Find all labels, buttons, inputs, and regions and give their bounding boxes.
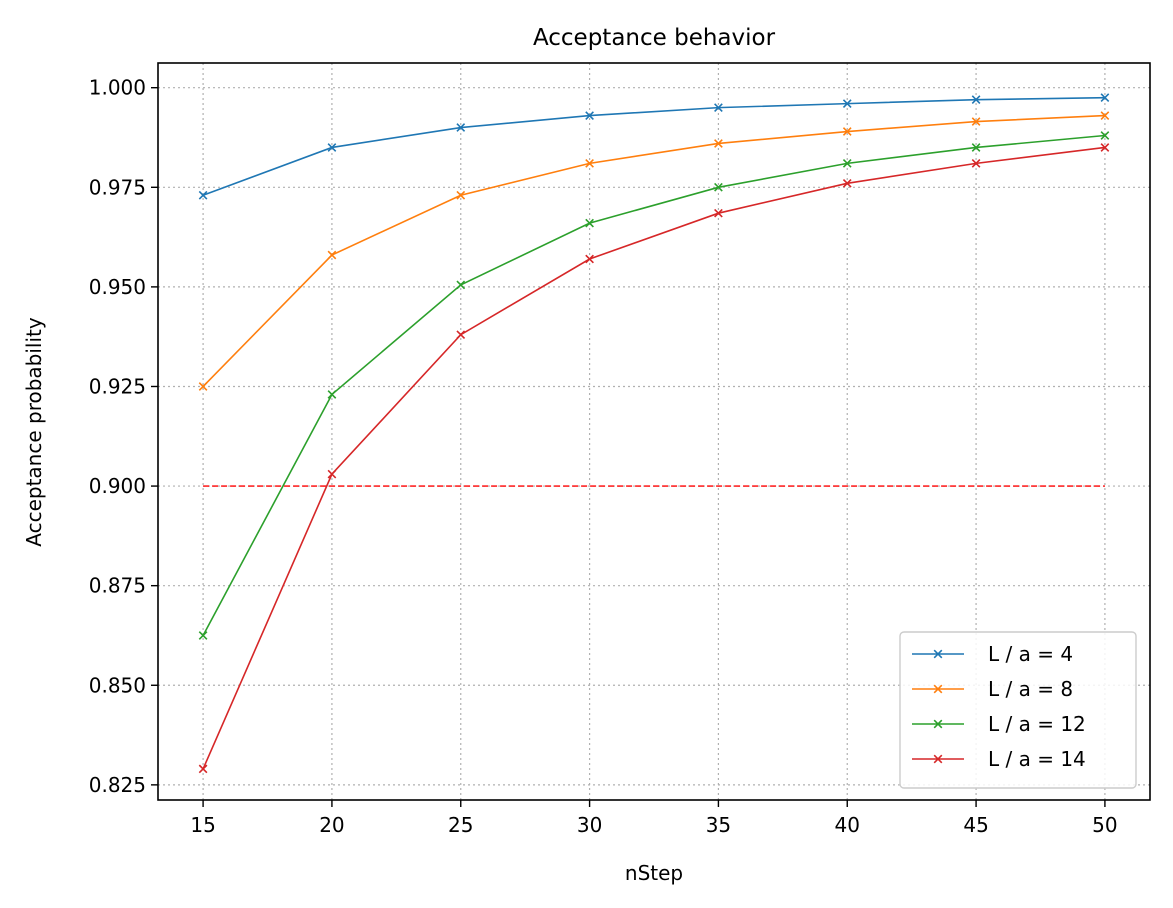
data-point [842, 99, 852, 109]
data-point [585, 111, 594, 120]
x-axis: 15 20 25 30 35 40 45 50 [190, 800, 1118, 837]
legend-box [899, 631, 1137, 789]
x-tick-label: 45 [963, 813, 988, 837]
data-point [585, 254, 594, 264]
data-point [1100, 111, 1110, 120]
series-line [202, 96, 1105, 197]
x-tick-label: 15 [190, 813, 215, 837]
data-point [714, 103, 723, 112]
data-point [971, 159, 981, 168]
y-tick-label: 0.850 [89, 673, 146, 697]
y-tick-label: 1.000 [89, 76, 146, 100]
x-tick-label: 20 [319, 813, 344, 837]
legend-item: L / a = 14 [912, 747, 1086, 771]
y-tick-label: 0.875 [89, 574, 146, 598]
legend-swatch-marker [933, 649, 943, 659]
y-tick-label: 0.950 [89, 275, 146, 299]
series-line [202, 114, 1105, 388]
series-2 [198, 111, 1110, 391]
data-point [456, 123, 466, 132]
data-point [327, 250, 337, 260]
data-point [198, 190, 208, 200]
y-axis: 0.825 0.850 0.875 0.900 0.925 0.950 0.975 1.000 [89, 76, 158, 797]
x-tick-label: 25 [448, 813, 473, 837]
data-point [842, 178, 852, 188]
plot-frame [157, 62, 1151, 801]
data-point [456, 330, 466, 340]
legend-item: L / a = 8 [912, 677, 1073, 701]
legend-item: L / a = 12 [912, 712, 1086, 736]
chart-title: Acceptance behavior [533, 25, 776, 51]
data-point [842, 127, 852, 136]
series-line [202, 146, 1106, 770]
x-tick-label: 40 [835, 813, 860, 837]
y-tick-label: 0.975 [89, 175, 146, 199]
y-tick-label: 0.925 [89, 374, 146, 398]
data-point [1100, 131, 1110, 140]
data-point [971, 143, 981, 152]
series-3 [198, 131, 1110, 640]
series-line [202, 134, 1105, 636]
data-point [198, 382, 208, 391]
y-tick-label: 0.825 [89, 773, 146, 797]
x-tick-label: 50 [1092, 813, 1117, 837]
legend-label: L / a = 14 [988, 747, 1086, 771]
series-layer [198, 93, 1110, 774]
data-point [327, 143, 337, 152]
data-point [585, 218, 594, 228]
legend-label: L / a = 12 [988, 712, 1086, 736]
legend: L / a = 4 L / a = 8 L / a = 12 L / a = 14 [899, 631, 1137, 789]
data-point [971, 117, 981, 126]
legend-label: L / a = 8 [988, 677, 1073, 701]
data-point [327, 390, 337, 399]
series-1 [198, 93, 1110, 200]
data-point [714, 182, 723, 192]
x-tick-label: 35 [706, 813, 731, 837]
data-point [842, 159, 852, 168]
legend-item: L / a = 4 [912, 642, 1073, 666]
data-point [327, 469, 337, 479]
y-tick-label: 0.900 [89, 474, 146, 498]
data-point [198, 764, 208, 774]
data-point [198, 631, 208, 640]
x-axis-label: nStep [625, 861, 683, 885]
data-point [585, 159, 594, 168]
data-point [456, 190, 466, 200]
legend-swatch-marker [933, 754, 943, 764]
data-point [971, 95, 981, 105]
data-point [1100, 143, 1110, 152]
x-tick-label: 30 [577, 813, 602, 837]
data-point [1100, 93, 1110, 103]
data-point [456, 280, 466, 290]
y-axis-label: Acceptance probability [22, 317, 46, 547]
data-point [714, 208, 723, 218]
legend-label: L / a = 4 [988, 642, 1073, 666]
series-4 [198, 143, 1110, 774]
data-point [714, 139, 723, 148]
legend-swatch-marker [933, 719, 943, 729]
legend-swatch-marker [933, 684, 943, 694]
